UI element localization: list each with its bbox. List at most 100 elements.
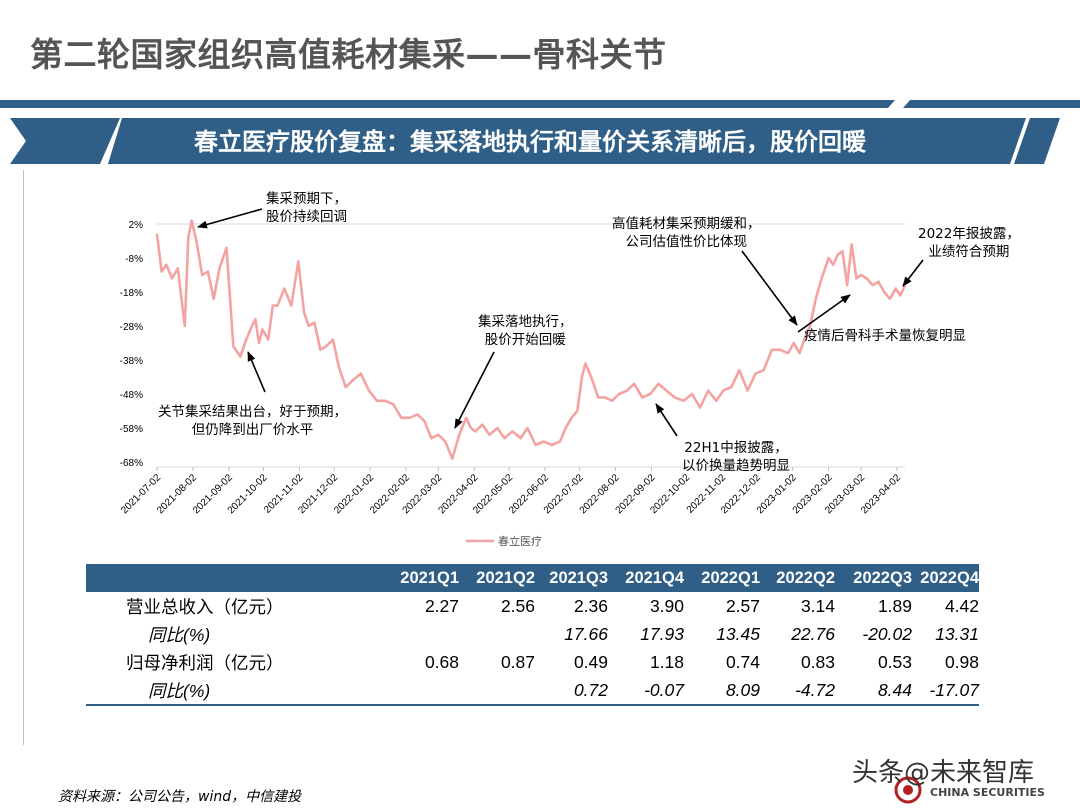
table-header-cell: 2022Q2 [760,564,835,592]
data-point [841,250,844,253]
table-header-row: 2021Q1 2021Q2 2021Q3 2021Q4 2022Q1 2022Q2 2022… [86,564,979,592]
data-point [641,396,644,399]
row-label: 同比(%) [148,624,211,645]
annotation-arrow [454,351,495,429]
annotation-implementation: 集采落地执行， 股价开始回暖 [478,314,573,348]
data-point [836,253,839,256]
data-point [855,277,858,280]
data-point [534,444,537,446]
row-label: 归母净利润（亿元） [126,652,284,673]
data-point [465,416,468,419]
table-cell: 17.93 [640,623,684,644]
table-cell: 8.09 [684,676,760,706]
data-point [276,304,279,307]
data-point [564,427,567,429]
data-point [171,277,174,280]
data-point [325,345,327,348]
annotation-arrow [797,294,851,333]
table-cell: -17.07 [912,676,979,706]
table-cell: 0.87 [500,651,535,672]
data-point [239,355,242,358]
page-title: 第二轮国家组织高值耗材集采——骨科关节 [30,35,667,74]
data-point [313,321,316,324]
data-point [738,369,741,372]
data-point [899,294,902,297]
data-point [430,437,433,440]
data-point [611,399,613,402]
data-point [809,325,811,327]
data-point [290,304,293,307]
data-point [860,274,862,276]
data-point [423,420,426,423]
table-cell: 0.72 [535,676,608,706]
y-tick-label: -8% [125,254,143,265]
table-header-cell: 2022Q3 [835,564,912,592]
table-cell: 1.18 [649,651,684,672]
data-point [779,348,781,351]
annotation-arrow [741,250,798,326]
data-point [894,287,897,290]
logo-text: CHINA SECURITIES [930,786,1045,799]
data-point [307,325,310,327]
data-point [332,338,334,341]
table-cell: -0.07 [608,676,684,706]
left-divider [23,170,24,745]
data-point [730,386,733,389]
data-point [232,345,235,348]
table-cell: 0.74 [725,651,760,672]
table-cell: 8.44 [835,676,912,706]
y-tick-label: -28% [120,322,143,333]
row-label: 同比(%) [86,676,386,706]
y-tick-label: -18% [120,288,143,299]
annotation-h1-report: 22H1中报披露， 以价换量趋势明显 [682,440,790,474]
data-point [576,410,579,412]
watermark: 头条@未来智库 [852,758,1035,788]
data-point [673,396,676,399]
data-point [207,270,209,273]
data-point [715,399,718,402]
table-cell: -20.02 [862,623,912,644]
data-point [187,236,190,239]
data-point [604,396,606,399]
table-cell: 13.31 [935,623,979,644]
data-point [261,328,264,331]
table-header-cell: 2021Q1 [386,564,459,592]
table-row: 营业总收入（亿元） 2.27 2.56 2.36 3.90 2.57 3.14 1.89 4.4… [86,592,979,620]
data-point [792,342,795,344]
y-tick-label: 2% [129,220,144,231]
data-point [883,291,886,293]
legend-label: 春立医疗 [498,534,542,548]
data-point [746,389,749,392]
data-point [416,413,419,416]
y-tick-label: -58% [120,424,143,435]
table-row: 同比(%) 17.66 17.93 13.45 22.76 -20.02 13.31 [86,620,979,648]
data-point [251,325,253,327]
data-point [722,389,725,392]
data-point [481,423,484,426]
table-cell: 0.49 [573,651,608,672]
data-point [344,386,347,389]
data-point [183,325,186,327]
data-point [176,267,179,270]
data-point [633,382,635,385]
data-point [218,267,221,270]
stock-chart: 2%-8%-18%-28%-38%-48%-58%-68% 2021-07-02… [119,208,924,548]
data-point [682,399,685,402]
table-header-cell: 2021Q4 [608,564,684,592]
data-point [267,338,270,341]
data-point [550,444,553,446]
table-header-cell: 2022Q1 [684,564,760,592]
data-point [850,243,853,246]
data-point [392,403,395,406]
data-point [877,280,880,283]
data-point [691,393,693,395]
data-point [511,430,514,433]
table-cell: 3.14 [800,595,835,616]
table-header-blank [86,564,386,592]
subtitle-banner [10,118,1060,164]
table-cell: 3.90 [649,595,684,616]
annotation-arrow [247,351,266,393]
data-point [212,297,215,300]
y-tick-label: -68% [120,458,143,469]
table-row: 归母净利润（亿元） 0.68 0.87 0.49 1.18 0.74 0.83 0.53 0.9… [86,648,979,676]
